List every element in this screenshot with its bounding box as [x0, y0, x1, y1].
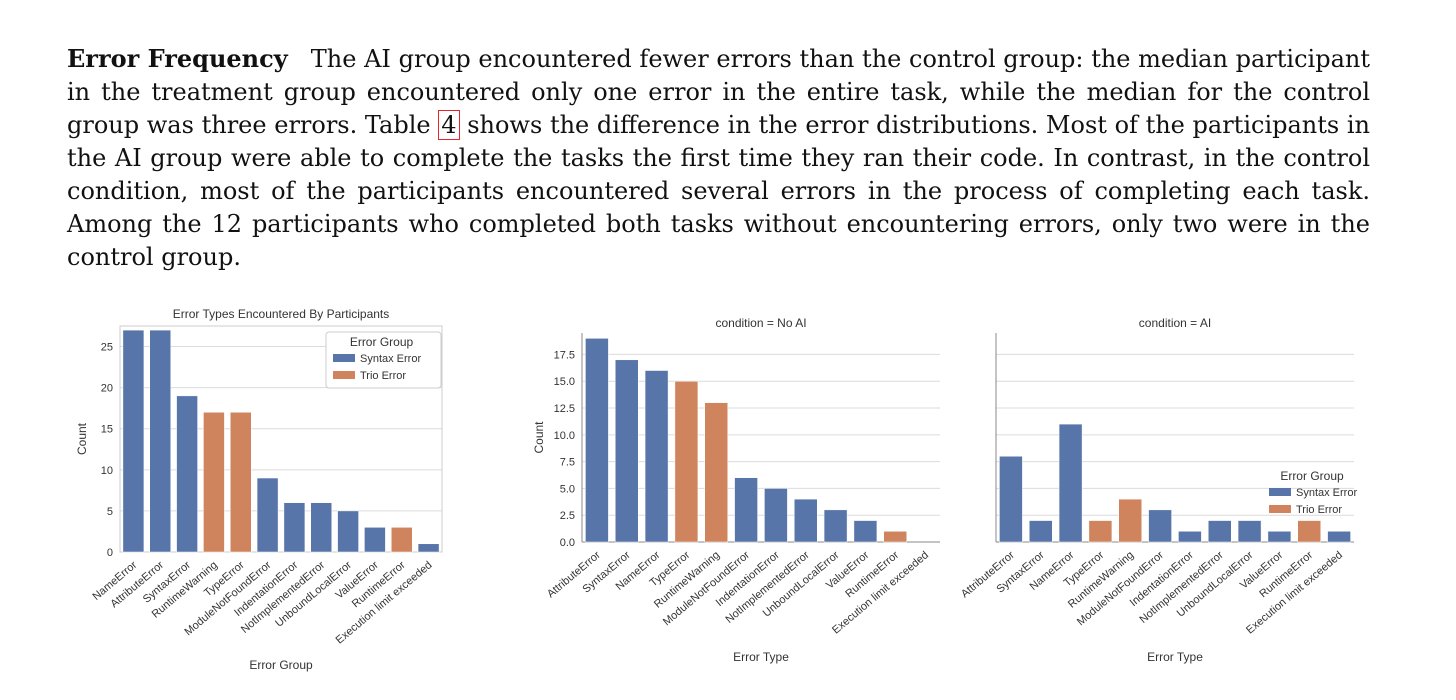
bar-RuntimeWarning — [1118, 498, 1142, 543]
legend-swatch — [1269, 505, 1291, 513]
bar-TypeError — [674, 380, 699, 543]
legend-swatch — [1269, 488, 1291, 496]
bar-AttributeError — [585, 338, 609, 543]
legend: Error Group Syntax Error Trio Error — [1269, 469, 1357, 516]
legend-entry: Syntax Error — [1296, 487, 1357, 499]
y-tick-label: 5 — [107, 506, 113, 518]
bar-RuntimeWarning — [203, 412, 225, 553]
chart-title: Error Types Encountered By Participants — [173, 307, 390, 321]
y-tick-label: 17.5 — [554, 349, 575, 361]
legend-title: Error Group — [1280, 469, 1344, 483]
y-tick-label: 20 — [101, 383, 113, 395]
legend-entry: Syntax Error — [360, 353, 421, 365]
bar-ModuleNotFoundError — [256, 477, 279, 553]
bar-ValueError — [364, 527, 386, 553]
bar-SyntaxError — [1029, 520, 1053, 543]
legend-title: Error Group — [350, 335, 414, 349]
bar-ModuleNotFoundError — [734, 477, 758, 543]
y-tick-label: 2.5 — [560, 510, 575, 522]
bar-UnboundLocalError — [337, 510, 359, 553]
bar-NotImplementedError — [794, 498, 818, 543]
paragraph-text-after-ref: shows the difference in the error distri… — [67, 111, 1370, 271]
bar-AttributeError — [149, 329, 171, 553]
paragraph-text-before-ref: The AI group encountered fewer errors th… — [67, 45, 1370, 139]
y-tick-label: 0.0 — [560, 537, 575, 549]
y-tick-label: 15 — [101, 424, 113, 436]
table-reference-link[interactable]: 4 — [438, 110, 460, 140]
bar-NameError — [122, 329, 145, 553]
bar-ValueError — [1267, 531, 1292, 543]
y-tick-label: 0 — [107, 547, 113, 559]
y-tick-label: 10.0 — [554, 430, 575, 442]
bar-RuntimeWarning — [704, 402, 728, 543]
bar-RuntimeError — [1297, 520, 1321, 543]
plot-frame — [119, 325, 443, 553]
bar-SyntaxError — [615, 359, 639, 543]
paper-paragraph: Error Frequency The AI group encountered… — [67, 42, 1370, 274]
chart-2: 0.02.55.07.510.012.515.017.5AttributeErr… — [532, 316, 940, 664]
x-axis-label: Error Type — [733, 650, 789, 664]
paragraph-heading: Error Frequency — [67, 44, 288, 73]
bar-RuntimeError — [391, 527, 413, 553]
bar-UnboundLocalError — [1237, 520, 1262, 543]
bar-UnboundLocalError — [823, 509, 848, 543]
y-tick-label: 5.0 — [560, 483, 575, 495]
bar-NameError — [1058, 423, 1083, 543]
bar-NameError — [644, 370, 669, 543]
y-tick-label: 7.5 — [560, 457, 575, 469]
chart-3: AttributeErrorSyntaxErrorNameErrorTypeEr… — [959, 316, 1357, 664]
bar-Execution limit exceeded — [1327, 531, 1351, 543]
chart-title: condition = AI — [1139, 316, 1211, 330]
bar-AttributeError — [999, 456, 1023, 543]
bar-ModuleNotFoundError — [1148, 509, 1172, 543]
legend: Error Group Syntax Error Trio Error — [325, 331, 442, 389]
chart-title: condition = No AI — [715, 316, 806, 330]
legend-entry: Trio Error — [1296, 504, 1342, 516]
legend-swatch — [333, 354, 355, 362]
bar-SyntaxError — [176, 395, 198, 553]
legend-swatch — [333, 371, 355, 379]
chart-1: 0510152025NameErrorAttributeErrorSyntaxE… — [75, 307, 443, 672]
y-tick-label: 25 — [101, 342, 113, 354]
y-tick-label: 15.0 — [554, 376, 575, 388]
y-axis-label: Count — [75, 422, 89, 455]
bar-IndentationError — [764, 488, 788, 543]
bar-NotImplementedError — [1208, 520, 1232, 543]
y-tick-label: 12.5 — [554, 403, 575, 415]
x-axis-label: Error Group — [249, 658, 313, 672]
bar-TypeError — [1088, 520, 1113, 543]
bar-TypeError — [230, 412, 252, 553]
x-axis-label: Error Type — [1147, 650, 1203, 664]
bar-Execution limit exceeded — [417, 543, 440, 553]
bar-IndentationError — [283, 502, 306, 553]
bar-ValueError — [853, 520, 878, 543]
legend-entry: Trio Error — [360, 370, 406, 382]
bar-RuntimeError — [883, 531, 907, 543]
y-axis-label: Count — [532, 421, 546, 454]
bar-IndentationError — [1178, 531, 1202, 543]
y-tick-label: 10 — [101, 465, 113, 477]
bar-NotImplementedError — [310, 502, 332, 553]
